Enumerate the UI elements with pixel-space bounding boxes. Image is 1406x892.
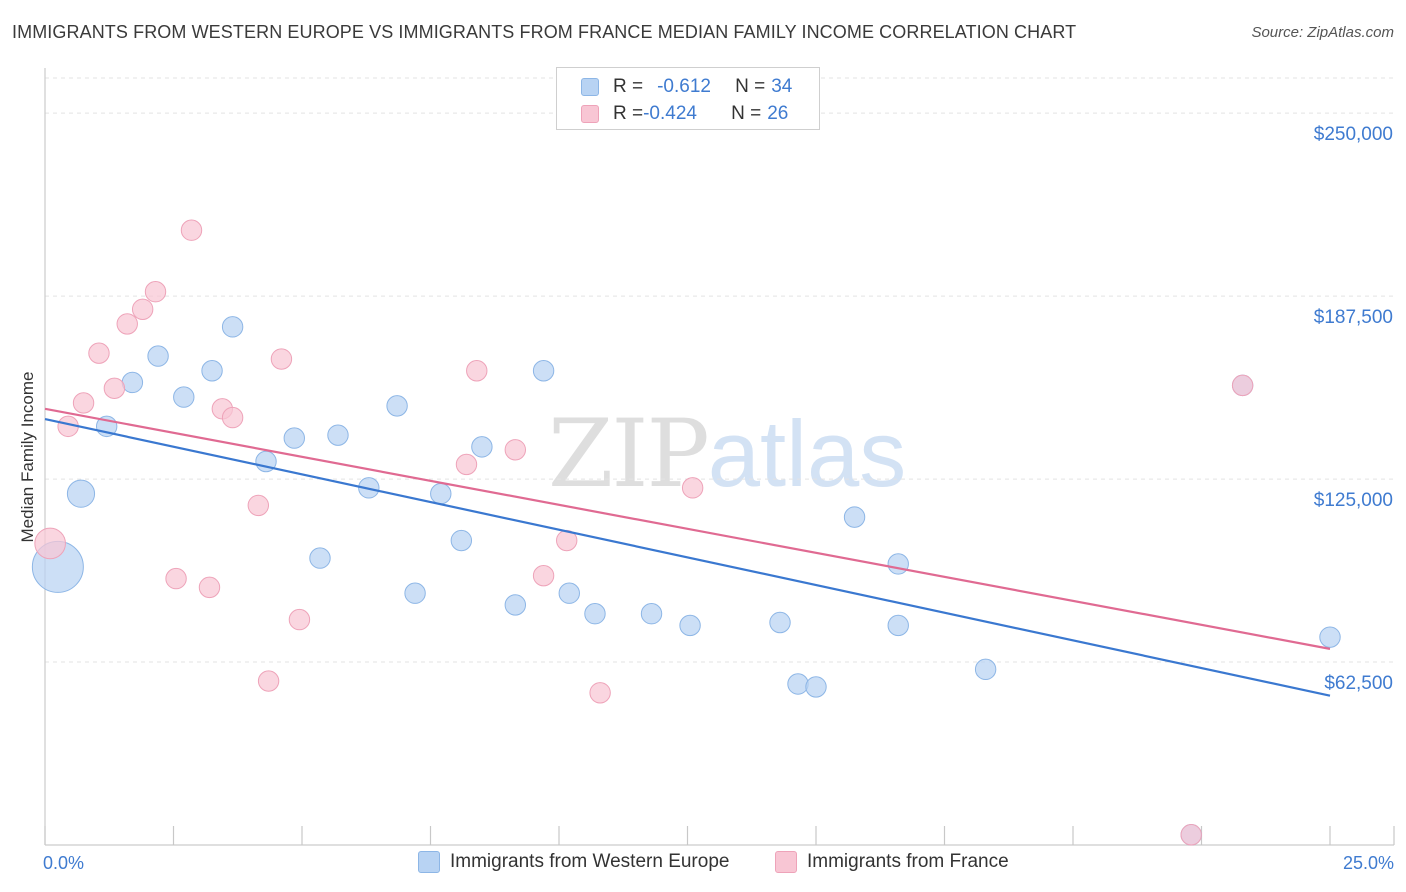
blue-data-point — [787, 673, 809, 695]
pink-data-point — [88, 342, 110, 364]
grid-lines — [45, 77, 1394, 663]
blue-data-point — [386, 395, 408, 417]
legend-r-label: R = — [613, 76, 644, 97]
series-swatch-pink — [775, 851, 797, 873]
blue-data-point — [805, 676, 827, 698]
blue-data-point — [843, 506, 866, 528]
blue-data-point — [450, 529, 473, 552]
y-axis-title: Median Family Income — [18, 371, 37, 542]
blue-data-point — [640, 603, 663, 625]
legend-r-value: -0.424 — [643, 103, 697, 124]
blue-data-point — [430, 483, 452, 505]
blue-data-point — [1319, 626, 1341, 648]
legend-n-value: 34 — [771, 76, 793, 97]
y-tick-label: $125,000 — [1314, 490, 1393, 511]
legend-r-label: R = — [613, 103, 644, 124]
legend-row-pink: R = -0.424 N = 26 — [581, 102, 788, 126]
pink-data-point — [116, 313, 138, 335]
pink-data-point — [532, 564, 555, 587]
x-tick-marks — [44, 826, 1395, 845]
blue-data-point — [471, 436, 493, 458]
pink-data-point — [34, 527, 66, 560]
blue-data-point — [173, 386, 195, 408]
blue-data-point — [584, 603, 606, 625]
blue-data-point — [504, 594, 527, 616]
pink-data-point — [165, 567, 187, 590]
pink-data-point — [72, 392, 95, 414]
y-tick-label: $250,000 — [1314, 124, 1393, 145]
source-credit: Source: ZipAtlas.com — [1251, 24, 1394, 41]
pink-data-point — [504, 439, 527, 461]
blue-data-point — [769, 611, 791, 634]
blue-data-point — [532, 360, 555, 382]
pink-data-point — [247, 494, 270, 517]
blue-data-point — [221, 316, 244, 338]
pink-data-point — [681, 477, 704, 499]
blue-data-point — [283, 427, 305, 449]
legend-row-blue: R = -0.612 N = 34 — [581, 75, 792, 99]
pink-data-point — [198, 576, 221, 599]
x-tick-label-max: 25.0% — [1343, 853, 1394, 873]
series-label-pink: Immigrants from France — [807, 851, 1009, 872]
pink-data-point — [455, 453, 478, 476]
pink-data-point — [103, 377, 126, 400]
chart-title: IMMIGRANTS FROM WESTERN EUROPE VS IMMIGR… — [12, 22, 1077, 42]
data-points — [31, 219, 1341, 846]
blue-data-point — [66, 479, 96, 508]
pink-data-point — [1180, 824, 1202, 846]
pink-trend-line — [44, 407, 1331, 650]
legend-n-value: 26 — [767, 103, 789, 124]
series-legend-blue: Immigrants from Western Europe — [418, 851, 729, 873]
y-tick-labels: $62,500 $125,000 $187,500 $250,000 — [1314, 124, 1393, 694]
blue-data-point — [974, 658, 997, 681]
blue-trend-line — [44, 417, 1331, 697]
pink-data-point — [257, 670, 280, 692]
pink-data-point — [144, 281, 167, 303]
series-label-blue: Immigrants from Western Europe — [450, 851, 730, 872]
pink-data-point — [131, 298, 154, 320]
blue-data-point — [121, 371, 144, 394]
watermark-atlas: atlas — [707, 401, 907, 506]
blue-data-point — [309, 547, 331, 569]
blue-data-point — [404, 582, 426, 604]
blue-data-point — [887, 553, 909, 575]
blue-data-point — [327, 424, 349, 446]
series-swatch-blue — [418, 851, 440, 873]
pink-data-point — [180, 219, 203, 241]
pink-data-point — [288, 608, 311, 631]
pink-data-point — [466, 360, 488, 382]
legend-swatch-blue — [581, 78, 599, 96]
y-tick-label: $187,500 — [1314, 307, 1393, 328]
pink-data-point — [1231, 374, 1254, 397]
legend-swatch-pink — [581, 105, 599, 123]
legend-r-value: -0.612 — [657, 76, 711, 97]
blue-data-point — [558, 582, 580, 604]
series-legend-pink: Immigrants from France — [775, 851, 1009, 873]
blue-data-point — [147, 345, 169, 367]
pink-data-point — [589, 682, 611, 704]
trend-lines — [44, 407, 1331, 697]
legend-n-label: N = — [735, 76, 766, 97]
pink-data-point — [270, 348, 293, 370]
blue-data-point — [887, 614, 909, 637]
blue-data-point — [679, 614, 701, 637]
legend-n-label: N = — [731, 103, 762, 124]
correlation-legend: R = -0.612 N = 34 R = -0.424 N = 26 — [556, 67, 820, 130]
x-tick-label-min: 0.0% — [43, 853, 84, 873]
pink-data-point — [221, 406, 244, 429]
blue-data-point — [201, 360, 223, 382]
y-tick-label: $62,500 — [1324, 673, 1393, 694]
axes — [44, 68, 1394, 846]
